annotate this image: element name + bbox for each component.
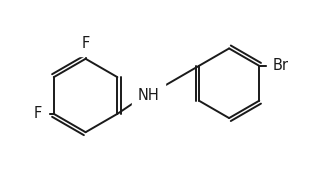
- Text: F: F: [81, 36, 90, 51]
- Text: NH: NH: [137, 88, 159, 103]
- Text: Br: Br: [273, 58, 289, 73]
- Text: F: F: [34, 106, 42, 121]
